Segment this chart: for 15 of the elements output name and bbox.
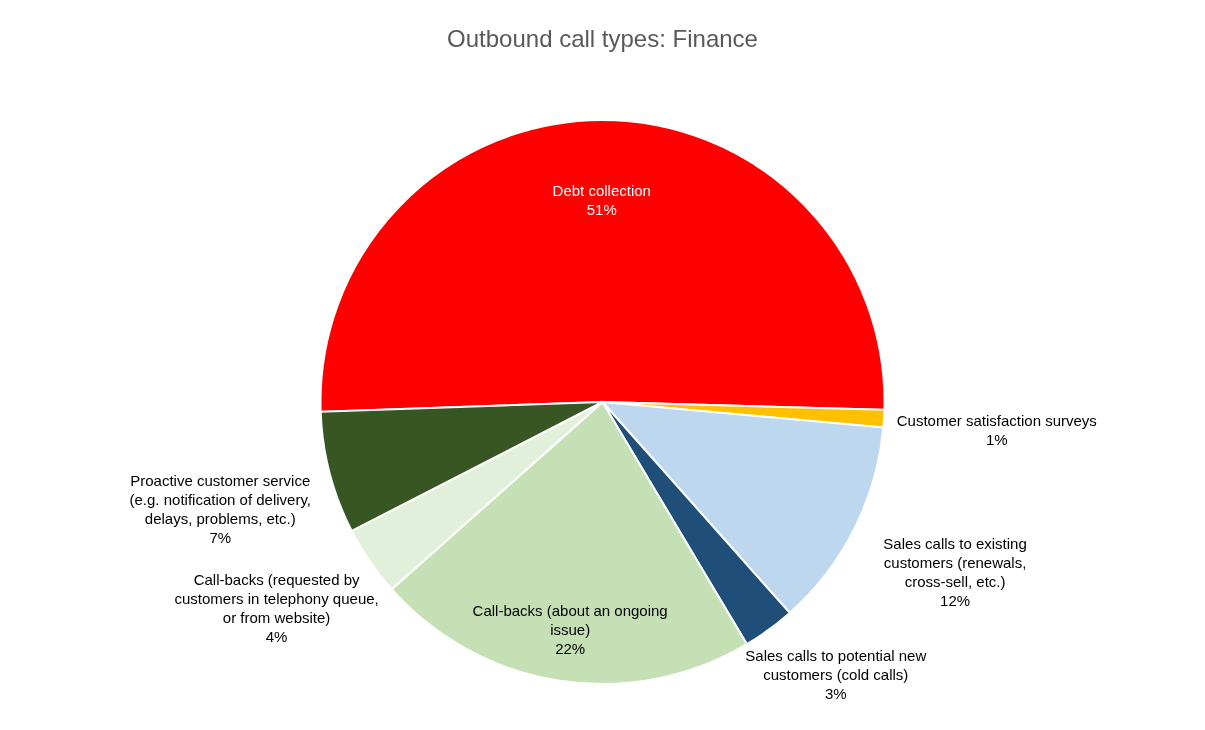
slice-label: Sales calls to existing customers (renewals, cross-sell, etc.) xyxy=(883,535,1027,591)
slice-label: Debt collection xyxy=(552,181,651,199)
slice-label: Proactive customer service (e.g. notification of delivery, delays, problems, etc.) xyxy=(129,472,311,528)
slice-label: Call-backs (about an ongoing issue) xyxy=(472,602,668,639)
data-label: 4% xyxy=(265,627,288,645)
data-label: 1% xyxy=(985,430,1008,448)
slice-label: Call-backs (requested by customers in telephony queue, or from website) xyxy=(174,570,379,626)
slice-label: Sales calls to potential new customers (cold calls) xyxy=(745,647,927,684)
chart-title: Outbound call types: Finance xyxy=(447,25,758,52)
data-label: 7% xyxy=(209,529,232,547)
slice-label: Customer satisfaction surveys xyxy=(896,411,1097,429)
data-label: 51% xyxy=(586,200,617,218)
data-label: 22% xyxy=(555,640,586,658)
data-label: 12% xyxy=(940,592,971,610)
data-label: 3% xyxy=(824,685,847,703)
